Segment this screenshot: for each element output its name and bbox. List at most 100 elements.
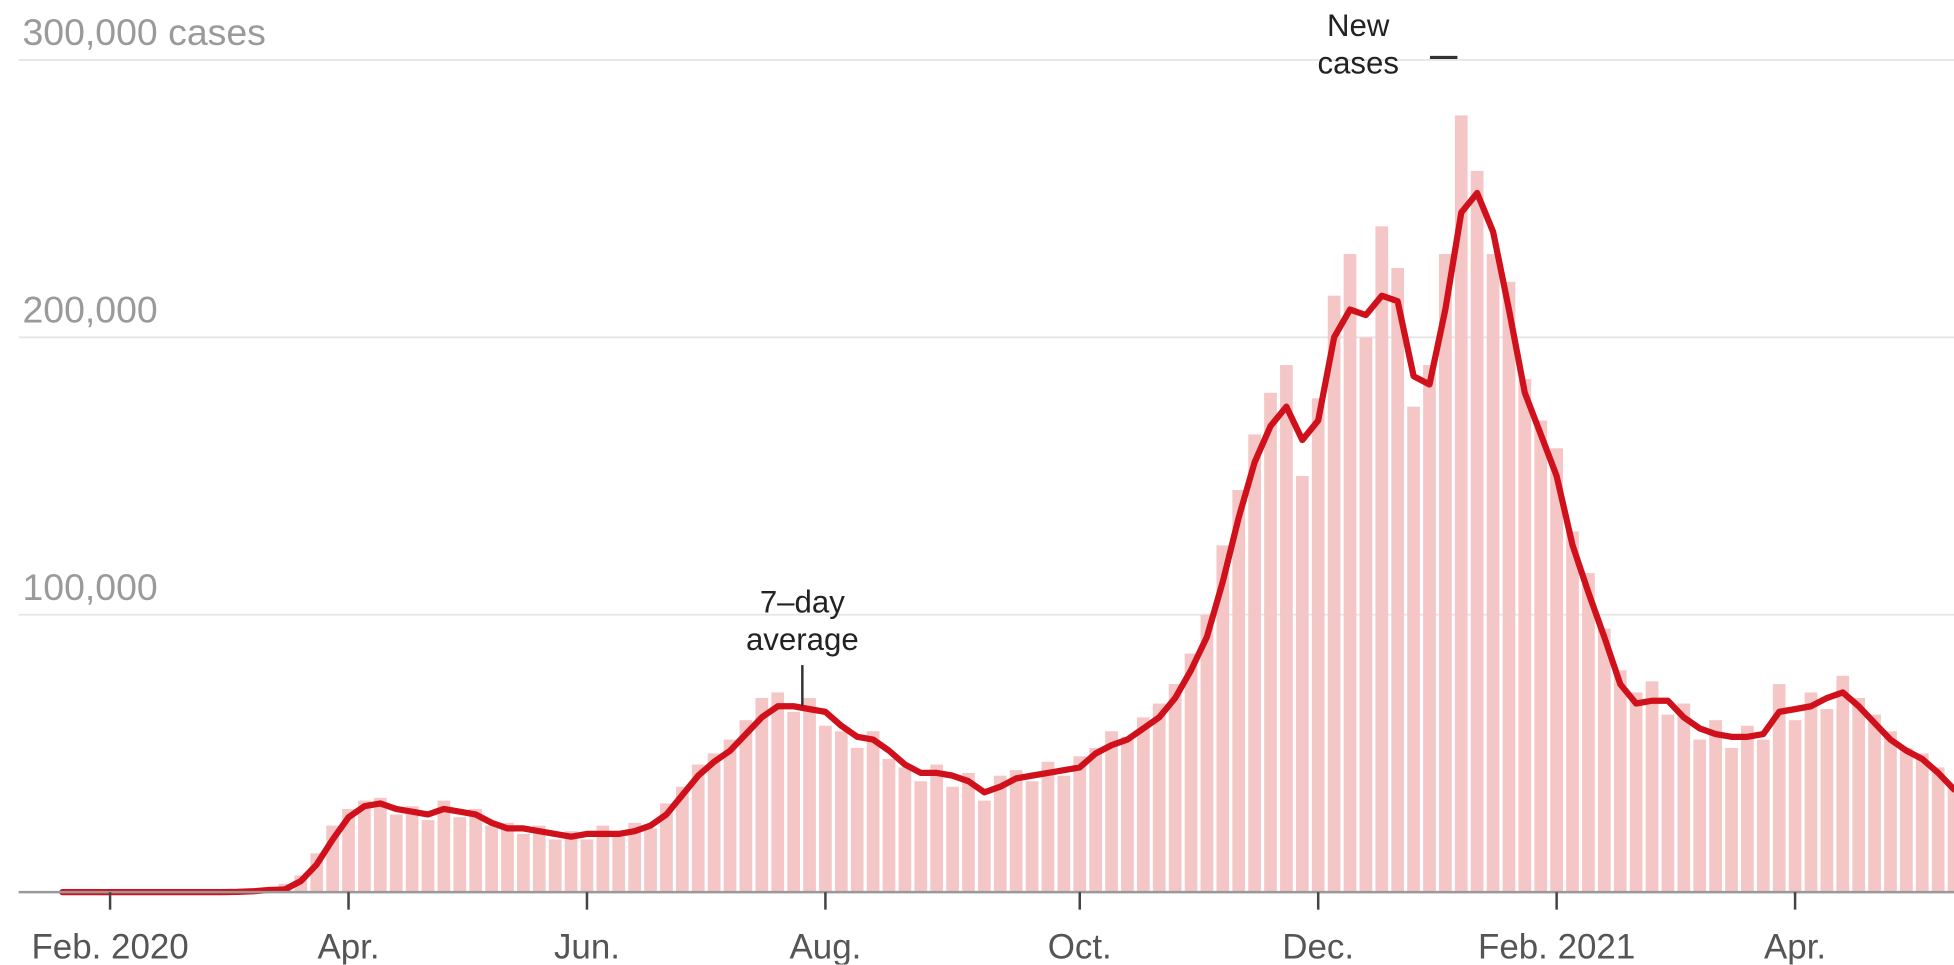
bar bbox=[469, 808, 483, 893]
bar bbox=[1693, 739, 1707, 893]
bar bbox=[580, 839, 594, 893]
bar bbox=[532, 825, 546, 893]
bar bbox=[675, 786, 689, 893]
bar bbox=[1502, 281, 1516, 893]
bar bbox=[1550, 448, 1564, 893]
bar bbox=[739, 720, 753, 893]
bar bbox=[1804, 692, 1818, 893]
bar bbox=[1439, 254, 1452, 893]
y-tick-label: 300,000 cases bbox=[22, 11, 265, 53]
bar bbox=[1025, 781, 1039, 893]
bar bbox=[1121, 736, 1134, 893]
bar bbox=[1915, 753, 1929, 893]
bar bbox=[723, 739, 737, 893]
bar bbox=[1423, 365, 1436, 893]
bar bbox=[978, 800, 991, 893]
y-tick-label: 100,000 bbox=[22, 566, 157, 608]
bar bbox=[946, 786, 959, 893]
bar bbox=[1645, 681, 1659, 893]
bar bbox=[1232, 489, 1246, 893]
bar bbox=[962, 772, 975, 893]
bar bbox=[1248, 434, 1261, 893]
bar bbox=[628, 822, 642, 893]
bar bbox=[1772, 684, 1786, 893]
x-tick-label: Jun. bbox=[554, 927, 620, 964]
bar bbox=[1216, 545, 1230, 893]
bar bbox=[1375, 226, 1389, 893]
bar bbox=[993, 775, 1007, 893]
bar bbox=[1518, 378, 1532, 893]
bar bbox=[1343, 254, 1357, 893]
bar bbox=[1709, 720, 1722, 893]
x-tick-label: Apr. bbox=[1764, 927, 1826, 964]
bar bbox=[1200, 614, 1214, 893]
bar bbox=[930, 764, 944, 893]
bar bbox=[1454, 115, 1468, 893]
bar bbox=[1677, 703, 1691, 893]
x-tick-label: Aug. bbox=[789, 927, 861, 964]
bar bbox=[1836, 675, 1850, 893]
average-line bbox=[59, 189, 1954, 896]
bar bbox=[834, 731, 848, 893]
bar bbox=[1820, 709, 1834, 893]
bar bbox=[1788, 720, 1802, 893]
bar bbox=[1391, 267, 1405, 893]
bar bbox=[1931, 767, 1945, 893]
bar bbox=[803, 697, 816, 893]
bar bbox=[1900, 747, 1913, 893]
bar-annotation: New cases bbox=[1317, 8, 1399, 82]
bar bbox=[898, 767, 912, 893]
bar bbox=[1295, 476, 1309, 893]
bar bbox=[660, 803, 673, 893]
bar bbox=[1486, 254, 1500, 893]
bar bbox=[1582, 573, 1595, 893]
x-tick-label: Feb. 2021 bbox=[1478, 927, 1635, 964]
bar bbox=[1661, 714, 1675, 893]
bar bbox=[771, 692, 785, 893]
x-tick-label: Apr. bbox=[317, 927, 379, 964]
bar bbox=[1184, 653, 1198, 893]
bar bbox=[548, 839, 562, 893]
bar bbox=[389, 814, 403, 893]
bar bbox=[1534, 420, 1548, 893]
bar bbox=[1947, 786, 1954, 893]
bar bbox=[485, 825, 498, 893]
bar bbox=[453, 817, 467, 893]
bar bbox=[1009, 770, 1023, 893]
bar bbox=[1597, 628, 1611, 893]
bar bbox=[1041, 761, 1055, 893]
bar bbox=[1089, 747, 1103, 893]
bar bbox=[1105, 731, 1118, 893]
bar bbox=[882, 759, 896, 893]
bar bbox=[819, 725, 832, 893]
bar bbox=[1725, 747, 1738, 893]
bar bbox=[1566, 531, 1579, 893]
bar bbox=[1311, 398, 1325, 893]
bar bbox=[850, 747, 864, 893]
bar bbox=[1407, 406, 1420, 893]
bar bbox=[1756, 739, 1770, 893]
bar bbox=[1280, 365, 1293, 893]
bar bbox=[1868, 714, 1881, 893]
bar bbox=[1264, 392, 1277, 893]
y-tick-label: 200,000 bbox=[22, 288, 157, 330]
bar bbox=[1073, 756, 1087, 893]
bar bbox=[1359, 337, 1373, 893]
bar bbox=[501, 822, 514, 893]
bar bbox=[1152, 703, 1166, 893]
bar bbox=[1613, 670, 1627, 893]
bar bbox=[358, 800, 371, 893]
bar bbox=[1168, 684, 1182, 893]
bar bbox=[1741, 725, 1754, 893]
x-tick-label: Oct. bbox=[1048, 927, 1112, 964]
bar bbox=[914, 781, 928, 893]
bar bbox=[1327, 295, 1341, 893]
bar bbox=[691, 764, 705, 893]
bar bbox=[1852, 697, 1866, 893]
bar bbox=[866, 731, 880, 893]
bar bbox=[787, 711, 800, 893]
x-tick-label: Dec. bbox=[1282, 927, 1354, 964]
